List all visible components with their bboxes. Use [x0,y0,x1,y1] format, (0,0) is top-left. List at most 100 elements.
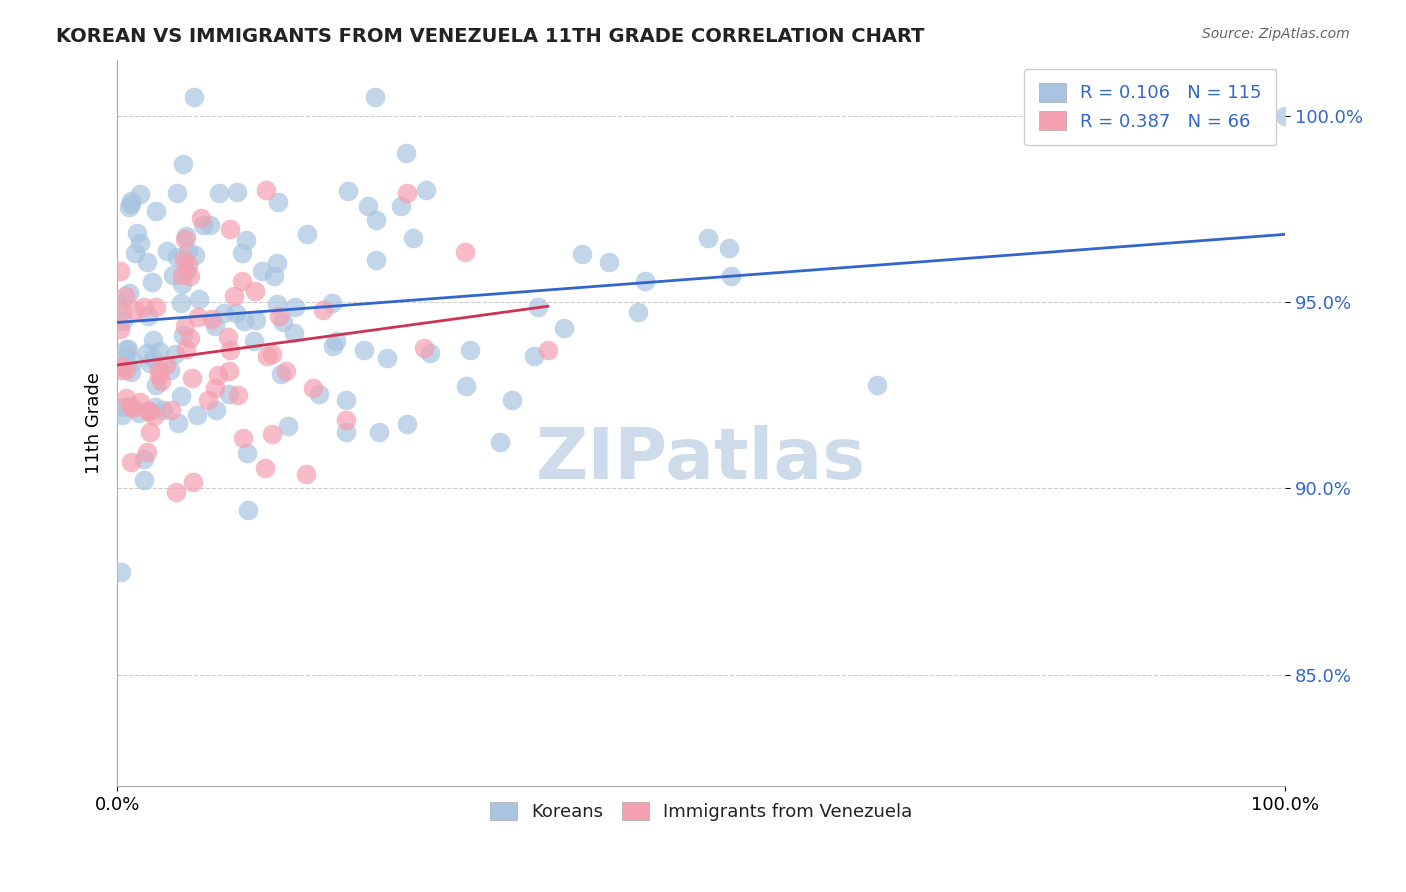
Point [204,318,226,333]
Point [110,359,132,374]
Text: Source: ZipAtlas.com: Source: ZipAtlas.com [1202,27,1350,41]
Point [108,322,131,336]
Legend: Koreans, Immigrants from Venezuela: Koreans, Immigrants from Venezuela [475,788,927,836]
Point [627,304,650,318]
Point [152,403,174,417]
Point [197,393,219,408]
Point [132,473,155,487]
Point [128,406,150,420]
Point [174,318,197,333]
Point [120,194,142,209]
Point [553,321,575,335]
Point [166,186,188,200]
Point [107,297,129,311]
Point [454,245,477,260]
Point [283,326,305,340]
Point [297,227,319,241]
Point [135,346,157,360]
Point [236,503,259,517]
Point [172,327,194,342]
Point [419,346,441,360]
Point [260,426,283,441]
Point [696,230,718,244]
Point [148,343,170,358]
Point [136,309,159,323]
Point [250,264,273,278]
Point [142,351,165,366]
Point [266,297,288,311]
Point [120,455,142,469]
Point [188,292,211,306]
Point [118,200,141,214]
Point [111,408,134,422]
Point [127,227,149,241]
Point [270,367,292,381]
Point [163,347,186,361]
Point [172,268,194,282]
Point [226,388,249,402]
Point [118,399,141,413]
Point [231,245,253,260]
Point [186,409,208,423]
Point [138,404,160,418]
Point [139,356,162,370]
Point [145,203,167,218]
Point [1274,108,1296,122]
Point [166,417,188,431]
Point [366,253,388,268]
Point [179,330,201,344]
Point [236,445,259,459]
Point [110,566,132,580]
Point [145,378,167,392]
Point [207,368,229,382]
Point [353,343,375,358]
Point [120,196,142,211]
Point [633,275,655,289]
Point [115,362,138,376]
Point [302,381,325,395]
Point [124,245,146,260]
Point [170,296,193,310]
Point [325,334,347,349]
Point [174,264,197,278]
Point [129,186,152,201]
Point [190,211,212,226]
Y-axis label: 11th Grade: 11th Grade [86,372,103,474]
Point [174,232,197,246]
Point [537,343,560,357]
Point [225,306,247,320]
Point [183,90,205,104]
Point [322,339,344,353]
Point [274,364,297,378]
Point [138,425,160,439]
Point [118,286,141,301]
Point [263,269,285,284]
Point [375,351,398,365]
Point [108,263,131,277]
Point [266,256,288,270]
Point [720,269,742,284]
Point [312,303,335,318]
Point [148,368,170,382]
Point [335,392,357,407]
Point [232,431,254,445]
Point [145,400,167,414]
Point [458,343,481,357]
Point [184,247,207,261]
Point [245,313,267,327]
Point [181,475,204,489]
Point [231,274,253,288]
Point [402,231,425,245]
Point [111,314,134,328]
Point [141,275,163,289]
Point [232,314,254,328]
Point [256,349,278,363]
Point [413,341,436,355]
Point [395,145,418,160]
Point [122,353,145,368]
Point [357,198,380,212]
Point [243,334,266,348]
Point [155,359,177,373]
Point [187,310,209,324]
Point [193,219,215,233]
